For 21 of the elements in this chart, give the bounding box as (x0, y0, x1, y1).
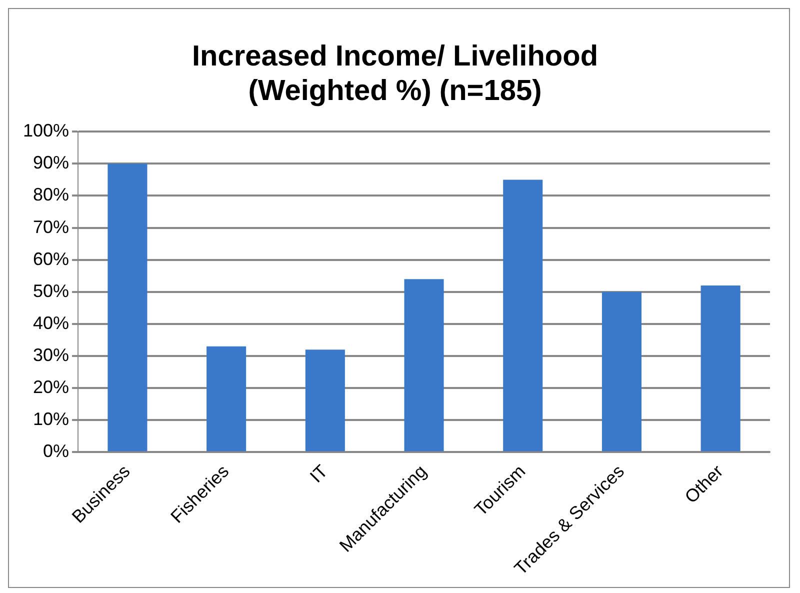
text: (Weighted %) (n=185) (248, 75, 542, 108)
y-tick-label: 80% (33, 184, 70, 205)
y-tick-label: 60% (33, 248, 70, 269)
y-tick-label: 30% (33, 345, 70, 365)
y-tick-label: 90% (33, 152, 70, 173)
bar (700, 285, 740, 452)
bar (108, 164, 148, 452)
bar (404, 279, 444, 452)
bar (503, 180, 543, 452)
y-tick-label: 70% (33, 216, 70, 237)
y-tick-label: 10% (33, 409, 70, 430)
bar (206, 346, 246, 452)
y-tick-label: 0% (43, 441, 70, 462)
bar (602, 292, 642, 452)
x-tick-label: IT (306, 461, 332, 487)
y-tick-label: 20% (33, 377, 70, 398)
y-tick-label: 100% (22, 120, 70, 141)
text: Increased Income/ Livelihood (192, 40, 598, 72)
y-tick-label: 50% (33, 280, 70, 301)
bar (305, 350, 345, 452)
y-tick-label: 40% (33, 312, 70, 333)
